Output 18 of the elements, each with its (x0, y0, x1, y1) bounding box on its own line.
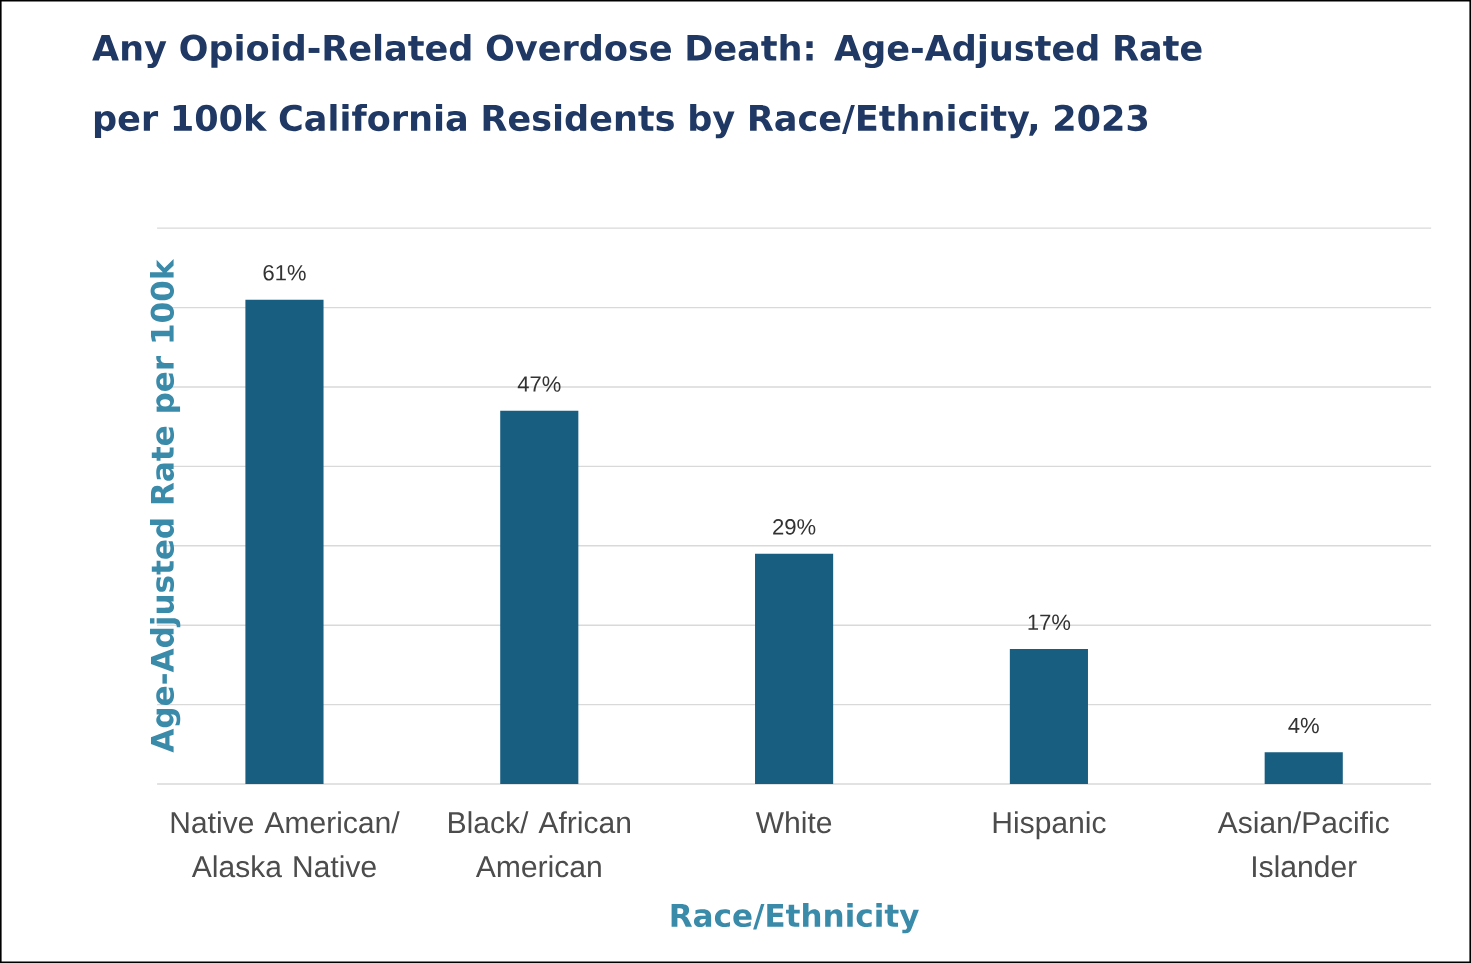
bar (755, 553, 834, 784)
bar (500, 410, 579, 784)
chart-title: Any Opioid-Related Overdose Death: Age-Adjusted Rate per 100k California Residents by Race/Ethnicity, 2023 (92, 33, 1202, 139)
data-label: 29% (773, 519, 816, 535)
bar (245, 299, 324, 784)
data-label: 17% (1028, 614, 1071, 630)
data-label: 47% (517, 376, 561, 392)
y-axis-title: Age-Adjusted Rate per 100k (150, 258, 181, 753)
x-tick-label: Native American/ Alaska Native (171, 811, 400, 878)
x-axis-title: Race/Ethnicity (671, 903, 919, 934)
x-tick-label: Asian/Pacific Islander (1217, 811, 1389, 878)
bar (1264, 752, 1343, 784)
x-tick-label: Hispanic (993, 811, 1106, 840)
x-tick-label: White (755, 811, 832, 834)
x-tick-label: Black/ African American (449, 811, 630, 878)
data-label: 61% (263, 264, 306, 281)
bar (1009, 648, 1088, 784)
data-label: 4% (1288, 717, 1319, 734)
